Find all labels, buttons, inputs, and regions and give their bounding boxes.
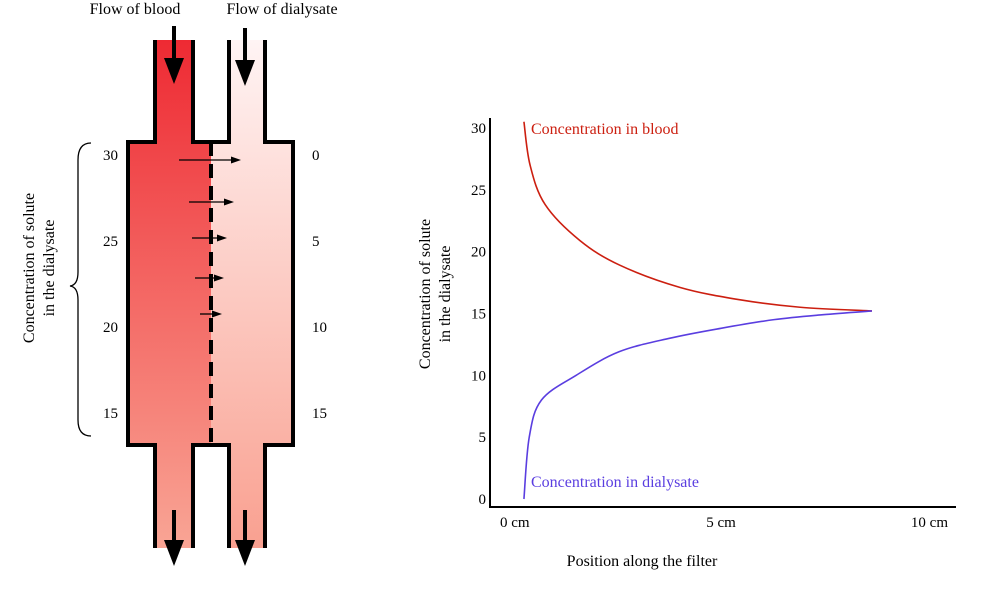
arrow-right-icon <box>200 310 222 318</box>
arrow-right-icon <box>192 234 227 242</box>
diffusion-arrows <box>179 156 241 318</box>
y-tick-label: 5 <box>479 430 487 446</box>
dialysate-level-label: 15 <box>312 406 327 422</box>
series-label-blood: Concentration in blood <box>531 121 679 138</box>
flow-arrows <box>164 26 255 566</box>
y-tick-label: 20 <box>471 245 486 261</box>
blood-level-label: 15 <box>103 406 118 422</box>
side-label-line1: Concentration of solute <box>21 193 38 343</box>
arrow-right-icon <box>189 198 234 206</box>
series-line-dialysate <box>523 310 873 500</box>
arrow-right-icon <box>179 156 241 164</box>
dialysate-level-label: 0 <box>312 148 320 164</box>
y-tick-label: 0 <box>479 492 487 508</box>
x-tick-label: 5 cm <box>706 515 736 531</box>
dialysate-level-label: 5 <box>312 234 320 250</box>
x-tick-label: 0 cm <box>500 515 530 531</box>
arrow-down-icon <box>164 510 184 566</box>
flow-of-dialysate-label: Flow of dialysate <box>226 1 337 18</box>
side-label-line2: in the dialysate <box>41 220 58 317</box>
y-tick-label: 25 <box>471 183 486 199</box>
arrow-down-icon <box>164 26 184 84</box>
y-tick-label: 30 <box>471 121 486 137</box>
x-tick-label: 10 cm <box>911 515 948 531</box>
y-tick-label: 15 <box>471 306 486 322</box>
y-tick-label: 10 <box>471 368 486 384</box>
dialyzer-outline <box>126 40 295 548</box>
dialysate-level-label: 10 <box>312 320 327 336</box>
series-line-blood <box>523 121 873 312</box>
y-axis-label-line1: Concentration of solute <box>417 219 434 369</box>
blood-level-label: 30 <box>103 148 118 164</box>
x-axis-label: Position along the filter <box>567 553 718 570</box>
blood-level-label: 25 <box>103 234 118 250</box>
series-label-dialysate: Concentration in dialysate <box>531 474 699 491</box>
dialysate-channel <box>211 40 293 548</box>
blood-level-label: 20 <box>103 320 118 336</box>
arrow-down-icon <box>235 510 255 566</box>
blood-channel <box>128 40 211 548</box>
arrow-down-icon <box>235 28 255 86</box>
brace <box>69 142 92 437</box>
y-axis-label-line2: in the dialysate <box>437 246 454 343</box>
arrow-right-icon <box>195 274 224 282</box>
flow-of-blood-label: Flow of blood <box>90 1 181 18</box>
